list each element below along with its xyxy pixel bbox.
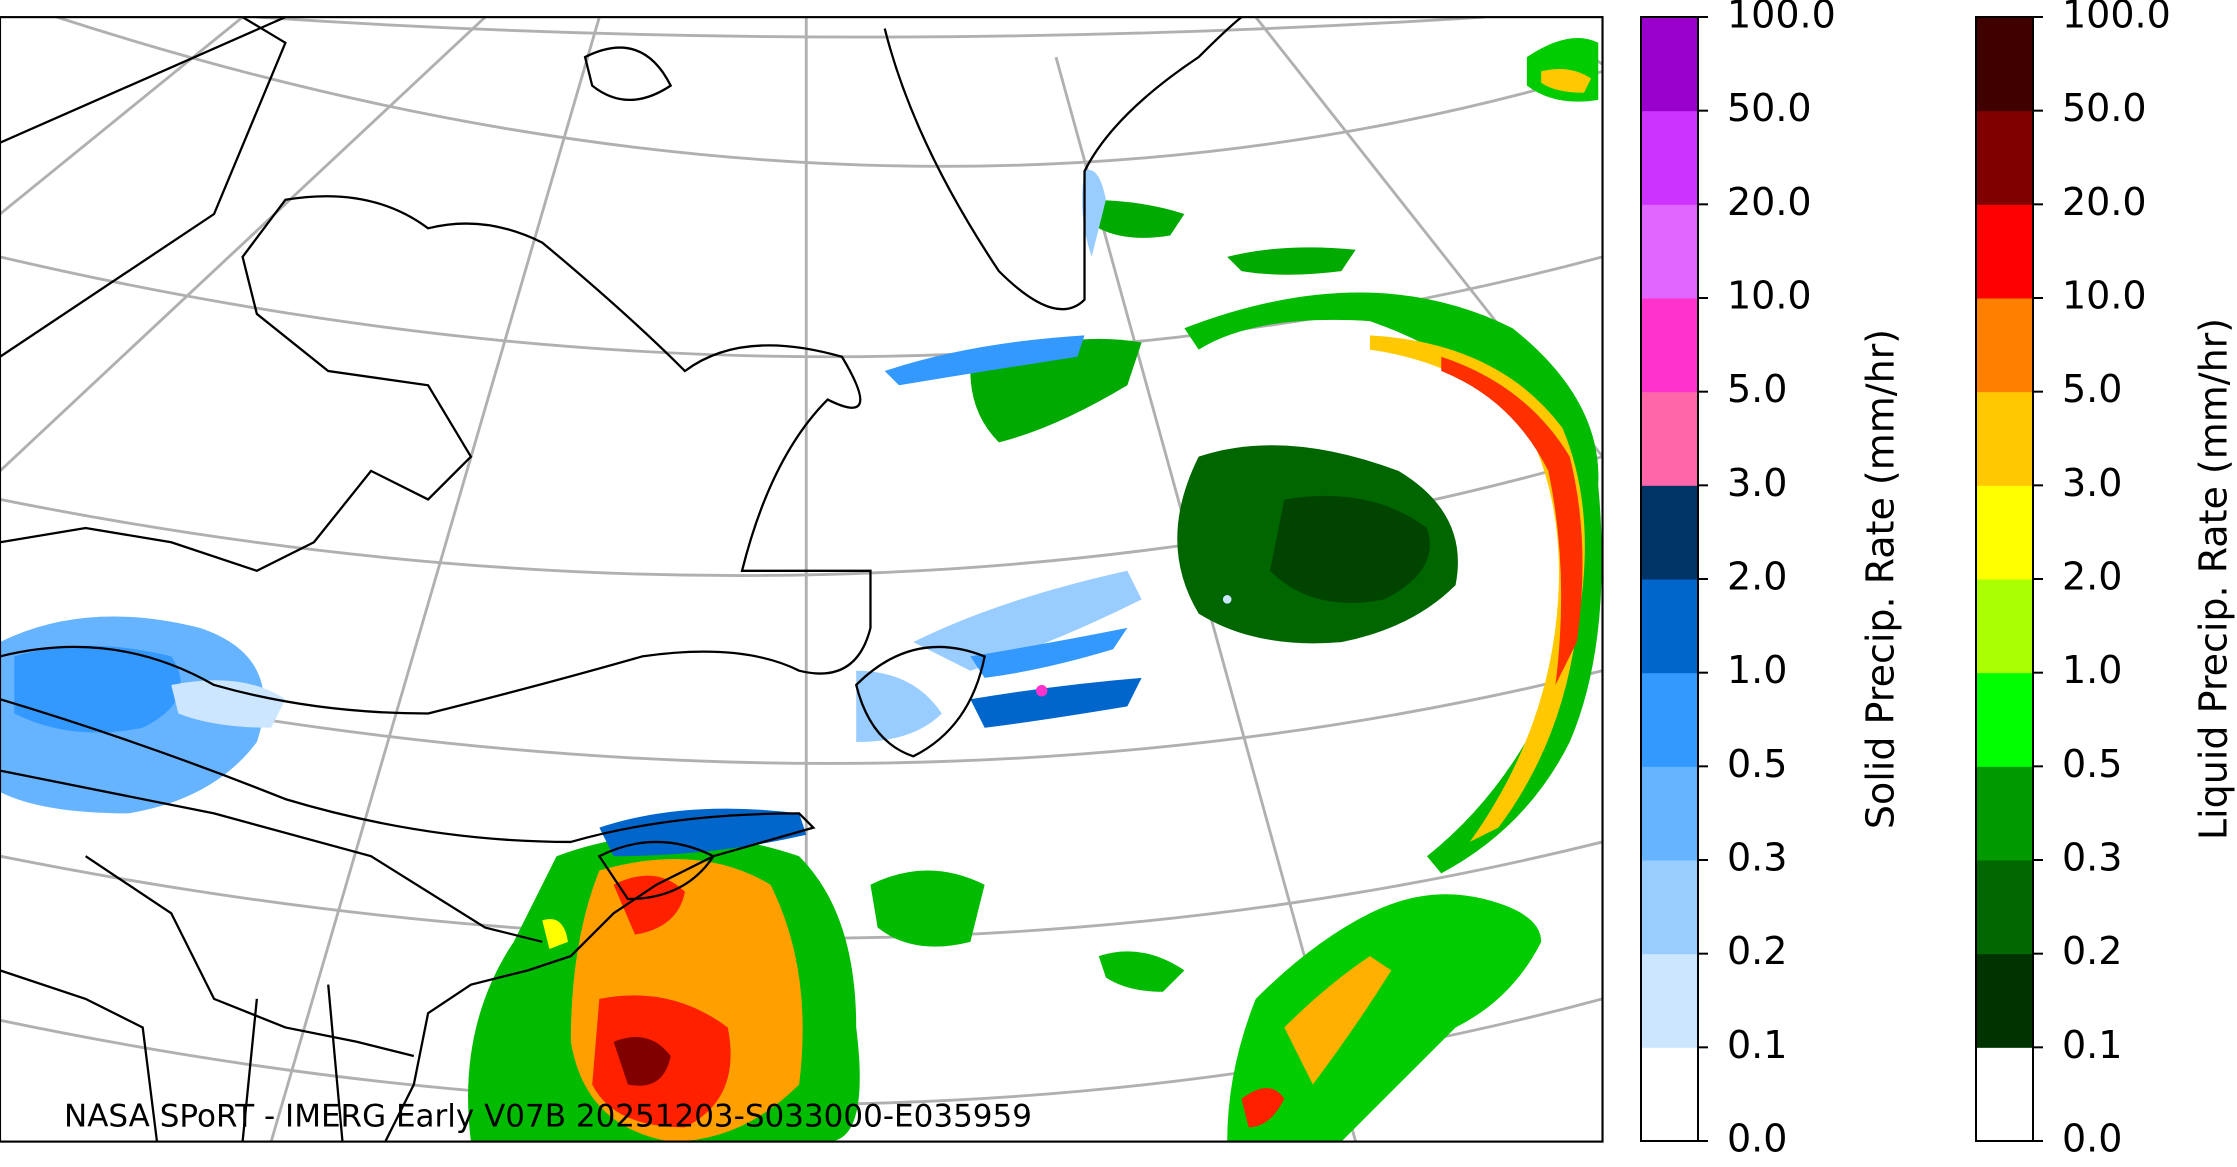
map-content [0,17,1603,1142]
colorbar-bin [1976,204,2033,299]
colorbar-bin [1641,17,1698,112]
colorbar-bin [1641,672,1698,767]
meridian [269,17,601,1142]
colorbar-bin [1641,391,1698,486]
colorbar-bin [1641,1047,1698,1142]
tick-label: 5.0 [1727,367,1787,411]
tick-label: 1.0 [2062,648,2122,692]
colorbar-bin [1976,485,2033,580]
map [0,16,1604,1143]
colorbar-bin [1976,17,2033,112]
annotation: NASA SPoRT - IMERG Early V07B 20251203-S… [64,1099,1032,1135]
tick-label: 100.0 [1727,0,1836,37]
colorbar-bin [1641,953,1698,1048]
latitude-line [56,17,1603,168]
tick-label: 0.3 [1727,836,1787,880]
colorbar-bin [1976,672,2033,767]
map-frame [0,16,1604,1143]
tick-label: 0.2 [1727,929,1787,973]
tick-label: 20.0 [1727,180,1812,224]
tick-label: 3.0 [2062,461,2122,505]
colorbar-bin [1641,298,1698,393]
colorbar-bin [1641,579,1698,674]
colorbar-label: Solid Precip. Rate (mm/hr) [1859,329,1903,829]
tick-label: 10.0 [2062,274,2147,318]
tick-label: 0.5 [2062,742,2122,786]
tick-label: 10.0 [1727,274,1812,318]
colorbar-bin [1976,579,2033,674]
tick-label: 0.0 [1727,1117,1787,1161]
tick-label: 1.0 [1727,648,1787,692]
colorbar-label: Liquid Precip. Rate (mm/hr) [2192,318,2236,840]
colorbar-bin [1976,953,2033,1048]
tick-label: 100.0 [2062,0,2171,37]
colorbar-bin [1641,766,1698,861]
tick-label: 0.1 [2062,1023,2122,1067]
colorbar-bin [1641,485,1698,580]
meridian [0,17,487,472]
colorbar-bin [1976,110,2033,205]
tick-label: 0.2 [2062,929,2122,973]
tick-label: 50.0 [2062,86,2147,130]
tick-label: 0.3 [2062,836,2122,880]
tick-label: 0.5 [1727,742,1787,786]
tick-label: 50.0 [1727,86,1812,130]
colorbar-bin [1976,860,2033,955]
colorbar-bin [1976,766,2033,861]
colorbar-bin [1641,860,1698,955]
meridian [0,17,244,216]
tick-label: 0.0 [2062,1117,2122,1161]
colorbar-bin [1641,110,1698,205]
tick-label: 5.0 [2062,367,2122,411]
tick-label: 20.0 [2062,180,2147,224]
tick-label: 0.1 [1727,1023,1787,1067]
latitude-line [256,17,1485,39]
liquid-precip [468,38,1602,1142]
tick-label: 2.0 [1727,555,1787,599]
colorbar: 0.0 0.1 0.2 0.3 0.5 1.0 2.0 3.0 5.0 10.0 20.0 50.0 1… [1975,0,2236,1161]
colorbar-bin [1976,298,2033,393]
colorbar-bin [1641,204,1698,299]
colorbar-bin [1976,391,2033,486]
coastlines [0,17,1243,1142]
colorbar-bin [1976,1047,2033,1142]
tick-label: 2.0 [2062,555,2122,599]
colorbar: 0.0 0.1 0.2 0.3 0.5 1.0 2.0 3.0 5.0 10.0 20.0 50.0 1… [1640,0,1903,1161]
tick-label: 3.0 [1727,461,1787,505]
